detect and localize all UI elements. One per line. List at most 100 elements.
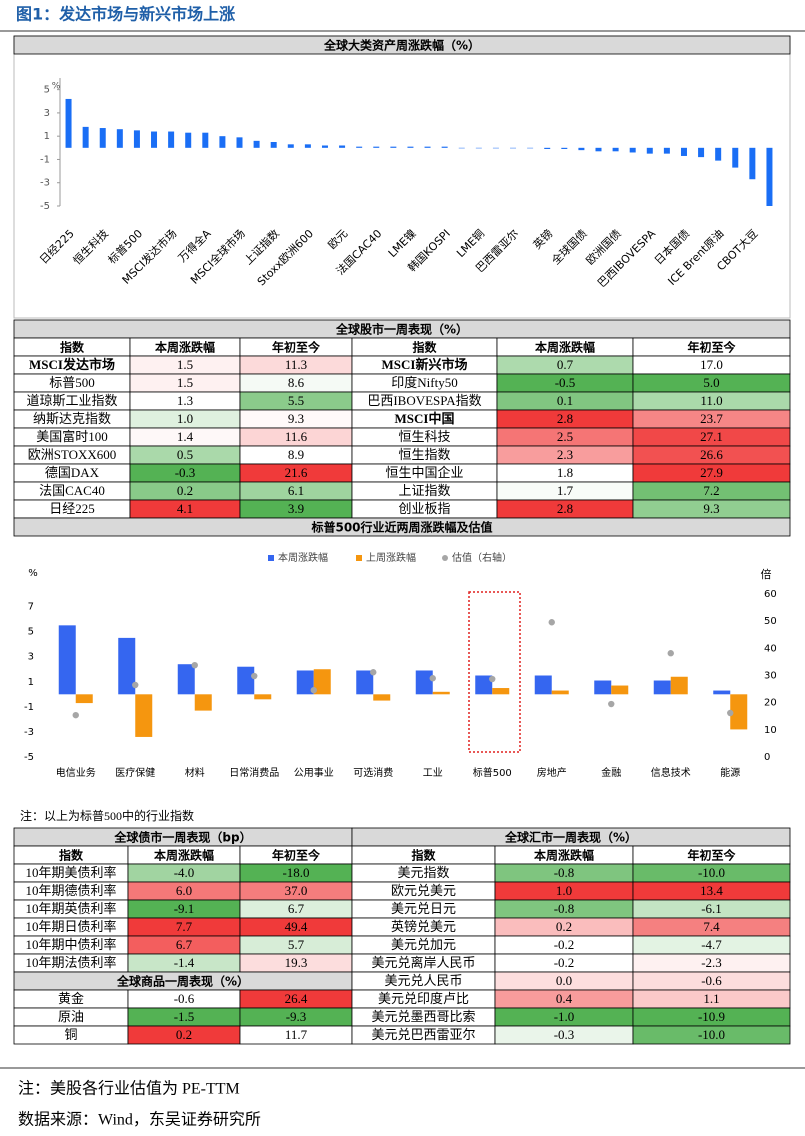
y-tick-label: -1 <box>40 154 50 165</box>
cell-value: -4.0 <box>174 865 195 880</box>
bar <box>339 145 346 148</box>
bar <box>356 146 363 148</box>
cell-value: -0.6 <box>701 973 722 988</box>
cell-value: 2.8 <box>557 501 573 516</box>
cell-label: 印度Nifty50 <box>391 375 457 390</box>
cell-label: 纳斯达克指数 <box>33 411 111 426</box>
cell-value: -0.8 <box>554 865 575 880</box>
point <box>191 661 198 669</box>
bar <box>304 144 311 148</box>
cell-value: 1.1 <box>703 991 719 1006</box>
chart-note: 注：以上为标普500中的行业指数 <box>20 808 194 823</box>
y2-tick-label: 10 <box>764 725 777 736</box>
y-tick-label: -5 <box>40 201 50 212</box>
y-tick-label: 3 <box>28 652 34 663</box>
cell-value: -0.5 <box>555 375 576 390</box>
cell-value: 3.9 <box>288 501 304 516</box>
cell-label: 恒生指数 <box>398 447 450 462</box>
cell-value: -10.9 <box>698 1009 725 1024</box>
x-tick-label: 房地产 <box>537 766 567 779</box>
cell-label: 恒生中国企业 <box>385 465 463 480</box>
y-tick-label: 5 <box>44 85 50 96</box>
cell-value: 0.2 <box>556 919 572 934</box>
point <box>727 709 734 717</box>
cell-label: 美元兑日元 <box>391 901 456 916</box>
x-tick-label: 医疗保健 <box>115 766 155 779</box>
bar <box>415 670 433 695</box>
section-title: 标普500行业近两周涨跌幅及估值 <box>310 520 492 535</box>
x-tick-label: 工业 <box>423 767 443 779</box>
cell-label: 美元兑墨西哥比索 <box>371 1009 475 1024</box>
point <box>251 672 258 680</box>
legend-swatch <box>356 555 362 561</box>
bar <box>65 98 72 148</box>
x-tick-label: 可选消费 <box>353 766 393 779</box>
cell-value: 11.3 <box>285 357 307 372</box>
y-tick-label: -1 <box>24 702 34 713</box>
bar <box>168 131 175 148</box>
x-tick-label: 信息技术 <box>651 766 691 779</box>
bar <box>236 137 243 148</box>
y-tick-label: -3 <box>24 727 34 738</box>
y2-tick-label: 60 <box>764 589 777 600</box>
cell-value: -10.0 <box>698 865 725 880</box>
bar <box>766 147 773 206</box>
cell-value: 11.0 <box>700 393 722 408</box>
bar <box>133 130 140 148</box>
bar <box>595 147 602 152</box>
cell-value: 27.1 <box>700 429 723 444</box>
cell-label: MSCI中国 <box>395 411 455 426</box>
cell-label: 美元兑巴西雷亚尔 <box>371 1027 475 1042</box>
cell-value: 17.0 <box>700 357 723 372</box>
bar <box>407 146 414 148</box>
bar <box>730 694 748 730</box>
cell-label: 欧洲STOXX600 <box>28 447 117 462</box>
y-axis-label: % <box>52 82 61 92</box>
cell-label: 美元兑印度卢比 <box>378 991 469 1006</box>
cell-label: 英镑兑美元 <box>391 919 456 934</box>
x-tick-label: 日常消费品 <box>229 766 279 779</box>
point <box>310 686 317 694</box>
cell-value: -0.3 <box>554 1027 575 1042</box>
y-tick-label: 3 <box>44 108 50 119</box>
bar <box>356 670 374 695</box>
point <box>72 711 79 719</box>
cell-value: 2.5 <box>557 429 573 444</box>
section-title: 全球商品一周表现（%） <box>116 974 249 989</box>
bar <box>544 147 551 149</box>
cell-label: 10年期法债利率 <box>25 955 116 970</box>
bar <box>713 690 731 695</box>
cell-label: 10年期德债利率 <box>25 883 116 898</box>
legend-label: 本周涨跌幅 <box>278 551 328 564</box>
bar <box>670 676 688 695</box>
cell-label: 黄金 <box>58 991 84 1006</box>
cell-value: 0.4 <box>556 991 573 1006</box>
bar <box>510 147 517 149</box>
cell-value: -0.6 <box>174 991 195 1006</box>
bar <box>492 688 510 695</box>
cell-label: 美元兑离岸人民币 <box>371 955 475 970</box>
bar <box>715 147 722 161</box>
section-header <box>13 35 791 55</box>
bar <box>116 129 123 148</box>
cell-value: -0.8 <box>554 901 575 916</box>
cell-label: 10年期英债利率 <box>25 901 116 916</box>
cell-value: 6.1 <box>288 483 304 498</box>
y2-tick-label: 30 <box>764 671 777 682</box>
cell-value: 9.3 <box>703 501 719 516</box>
bar <box>177 664 195 695</box>
cell-label: 德国DAX <box>45 465 100 480</box>
heat-cell <box>632 1025 791 1045</box>
point <box>132 681 139 689</box>
bar <box>441 146 448 148</box>
cell-label: 铜 <box>64 1027 77 1042</box>
footer-source: 数据来源：Wind，东吴证券研究所 <box>18 1111 261 1129</box>
cell-label: 上证指数 <box>398 483 450 498</box>
y-tick-label: 1 <box>28 677 34 688</box>
cell-value: 1.5 <box>177 357 193 372</box>
bar <box>749 147 756 180</box>
bar <box>680 147 687 156</box>
point <box>667 650 674 657</box>
bar <box>527 147 534 149</box>
